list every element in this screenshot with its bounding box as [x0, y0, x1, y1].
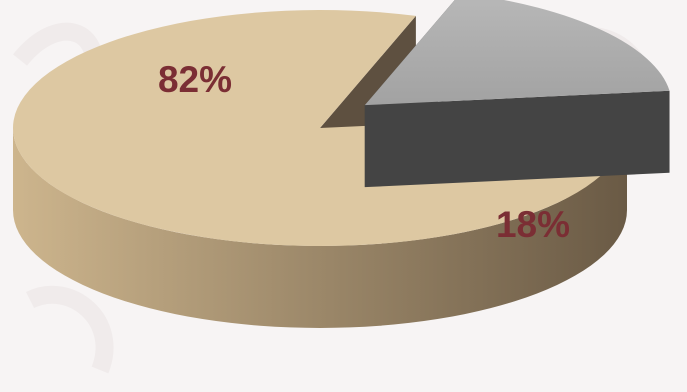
slice-wall-end-1 [364, 90, 670, 188]
slice-top-0 [13, 9, 627, 247]
pie-slices [13, 0, 670, 328]
slice-label-0: 82% [158, 59, 232, 100]
pie-slice-1 [364, 0, 670, 188]
slice-label-1: 18% [496, 204, 570, 245]
pie-labels: 82% 18% [158, 59, 570, 245]
slice-side-0-0 [13, 128, 627, 328]
slice-top-1 [364, 0, 670, 106]
